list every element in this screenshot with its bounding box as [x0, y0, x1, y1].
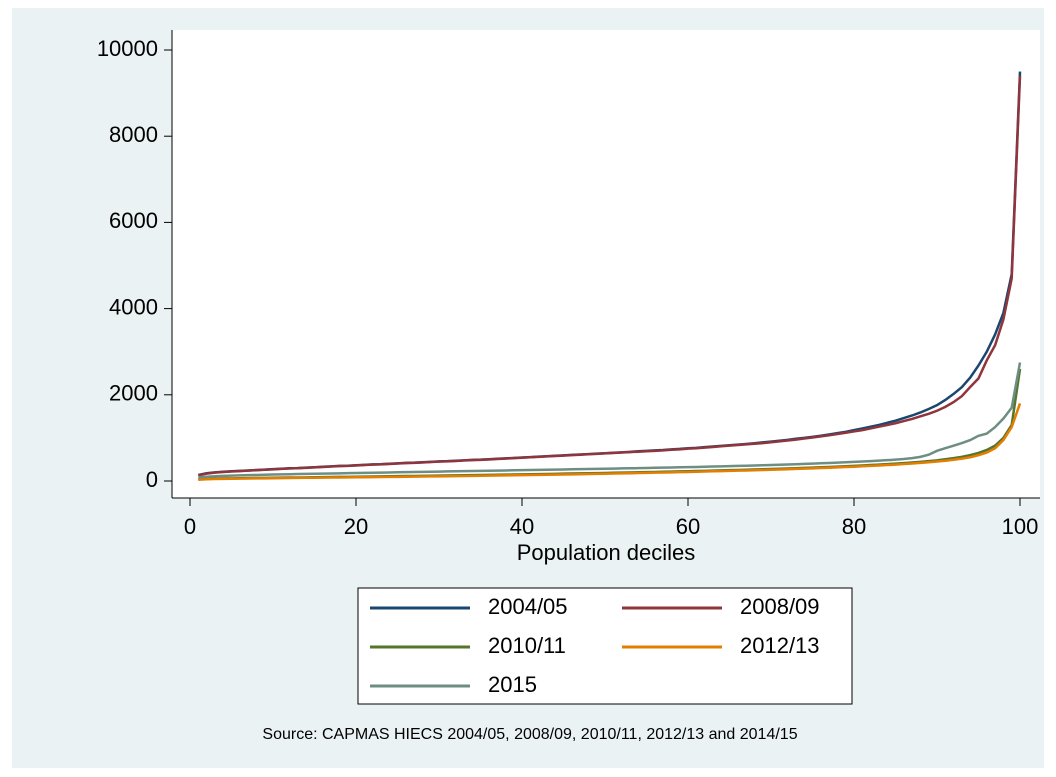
- legend-label: 2012/13: [740, 633, 820, 658]
- line: [198, 403, 1022, 481]
- x-tick-label: 60: [676, 514, 700, 539]
- x-tick-label: 20: [344, 514, 368, 539]
- line: [198, 362, 1022, 479]
- x-tick-label: 40: [510, 514, 534, 539]
- y-tick-label: 4000: [109, 294, 158, 319]
- plot-area: [172, 30, 1040, 498]
- legend-label: 2010/11: [488, 633, 566, 658]
- x-axis-label: Population deciles: [517, 540, 696, 565]
- legend-label: 2008/09: [740, 594, 820, 619]
- x-tick-label: 80: [842, 514, 866, 539]
- legend-label: 2004/05: [488, 594, 568, 619]
- y-tick-label: 0: [146, 467, 158, 492]
- line: [198, 75, 1022, 477]
- x-tick-label: 0: [184, 514, 196, 539]
- y-tick-label: 8000: [109, 122, 158, 147]
- legend-label: 2015: [488, 672, 537, 697]
- x-tick-label: 100: [1002, 514, 1039, 539]
- note: Source: CAPMAS HIECS 2004/05, 2008/09, 2…: [262, 726, 797, 743]
- y-tick-label: 2000: [109, 381, 158, 406]
- y-tick-label: 10000: [97, 36, 158, 61]
- y-tick-label: 6000: [109, 208, 158, 233]
